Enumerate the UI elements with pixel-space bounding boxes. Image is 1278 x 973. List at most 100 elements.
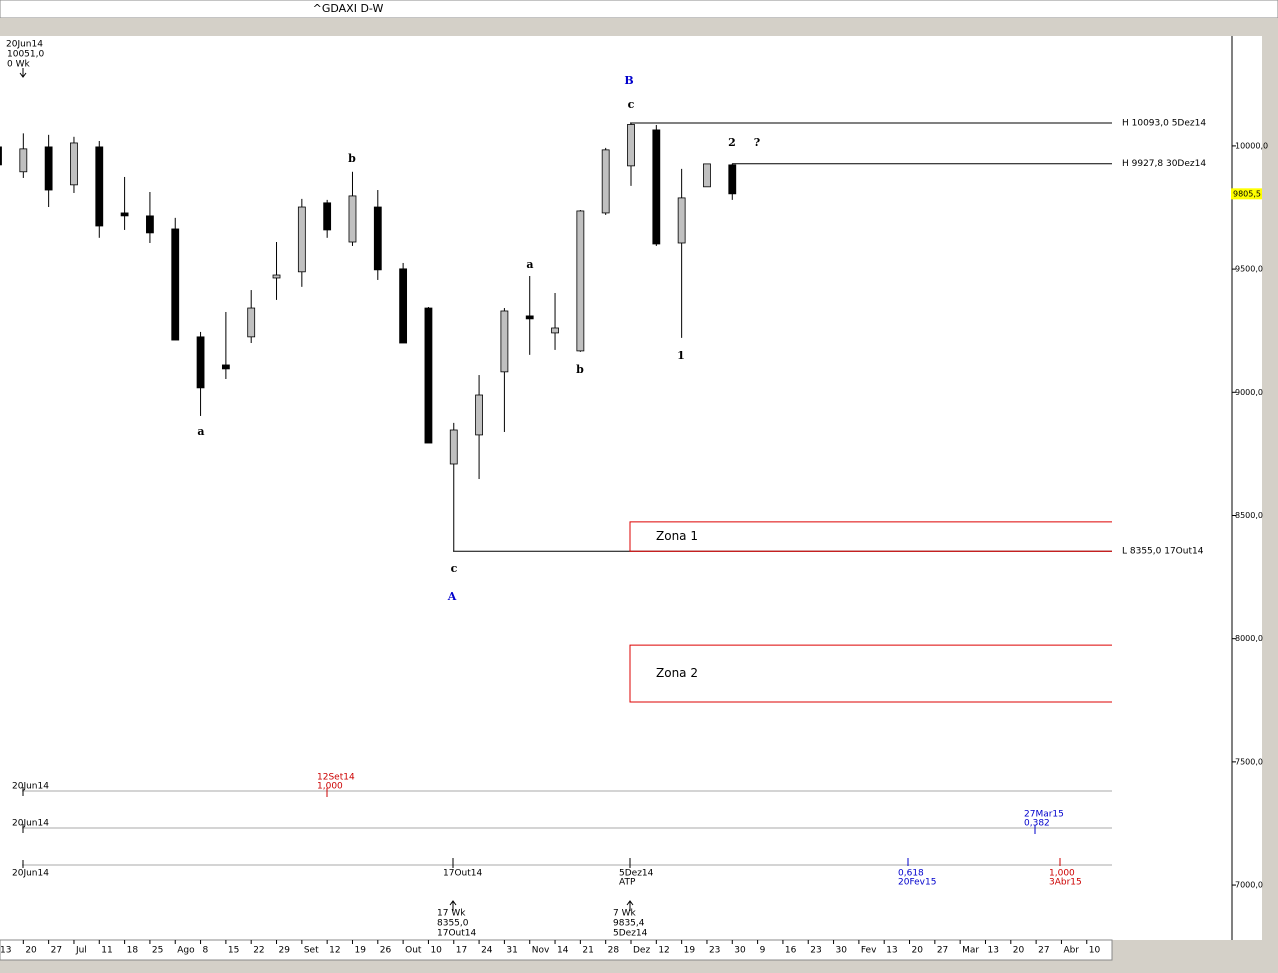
wave-label: A [447, 590, 457, 603]
x-tick-label: Set [304, 946, 319, 956]
annotation: ATP [619, 878, 636, 888]
level-label: L 8355,0 17Out14 [1122, 547, 1204, 557]
candle-body [424, 307, 433, 444]
x-tick-label: 13 [987, 946, 998, 956]
candle-body [0, 146, 2, 166]
candle-body [70, 142, 78, 186]
wave-label: B [624, 74, 633, 87]
candle-body [247, 307, 256, 338]
candle-body [475, 394, 483, 436]
zone-label: Zona 1 [656, 529, 698, 543]
x-tick-label: 13 [886, 946, 897, 956]
wave-label: c [451, 562, 458, 575]
x-tick-label: 19 [684, 946, 696, 956]
wave-label: ? [754, 136, 760, 149]
x-tick-label: 20 [912, 946, 924, 956]
y-tick-label: 10000,0 [1235, 141, 1268, 150]
toolbar [0, 18, 1278, 36]
x-tick-label: 17 [456, 946, 467, 956]
zone-label: Zona 2 [656, 666, 698, 680]
x-tick-label: 27 [937, 946, 948, 956]
annotation: 3Abr15 [1049, 878, 1082, 888]
annotation: 12Set14 [317, 773, 355, 783]
x-tick-label: 29 [279, 946, 291, 956]
x-tick-label: 16 [785, 946, 797, 956]
y-tick-label: 8000,0 [1235, 634, 1263, 643]
wave-label: c [628, 98, 635, 111]
candle-body [272, 274, 281, 279]
y-tick-label: 9000,0 [1235, 388, 1263, 397]
wave-label: a [197, 425, 204, 438]
x-tick-label: 13 [0, 946, 11, 956]
x-tick-label: 9 [760, 946, 766, 956]
y-tick-label: 7000,0 [1235, 881, 1263, 890]
annotation: 20Jun14 [6, 40, 43, 50]
x-tick-label: 25 [152, 946, 163, 956]
annotation: 0,618 [898, 869, 924, 879]
annotation: 9835,4 [613, 919, 645, 929]
candle-body [601, 149, 610, 214]
annotation: 1,000 [1049, 869, 1075, 879]
annotation: 1,000 [317, 782, 343, 792]
y-tick-label: 7500,0 [1235, 757, 1263, 766]
candle-body [399, 268, 408, 344]
y-tick-label: 8500,0 [1235, 511, 1263, 520]
candle-body [500, 310, 509, 373]
x-tick-label: Out [405, 946, 422, 956]
wave-label: b [576, 363, 584, 376]
plot-area [0, 36, 1262, 940]
annotation: 17Out14 [443, 869, 482, 879]
wave-label: a [526, 258, 533, 271]
arrow [19, 68, 27, 78]
candle-body [19, 148, 28, 173]
x-tick-label: 27 [1038, 946, 1049, 956]
x-tick-label: 8 [203, 946, 209, 956]
x-tick-label: 21 [582, 946, 593, 956]
candle-body [677, 197, 686, 244]
last-price-label: 9805,5 [1233, 189, 1261, 198]
x-tick-label: 10 [1089, 946, 1101, 956]
annotation: 5Dez14 [619, 869, 654, 879]
x-tick-label: 23 [709, 946, 720, 956]
x-tick-label: 12 [329, 946, 340, 956]
x-tick-label: 20 [25, 946, 37, 956]
x-tick-label: 20 [1013, 946, 1025, 956]
candle-body [627, 124, 635, 167]
candle-body [652, 129, 661, 245]
candle-body [120, 212, 129, 217]
x-tick-label: Mar [962, 946, 979, 956]
x-tick-label: 18 [127, 946, 139, 956]
candle-body [703, 163, 711, 188]
x-tick-label: 30 [734, 946, 746, 956]
annotation: 5Dez14 [613, 929, 648, 939]
annotation: 17 Wk [437, 909, 466, 919]
candle-body [348, 195, 357, 243]
annotation: 0,382 [1024, 819, 1050, 829]
candle-body [728, 164, 737, 195]
x-tick-label: 12 [658, 946, 669, 956]
x-tick-label: Jul [75, 946, 87, 956]
x-tick-label: 11 [101, 946, 112, 956]
x-tick-label: 14 [557, 946, 569, 956]
candle-body [576, 210, 585, 352]
level-label: H 10093,0 5Dez14 [1122, 119, 1206, 129]
wave-label: 2 [728, 136, 736, 149]
y-tick-label: 9500,0 [1235, 265, 1263, 274]
annotation: 20Jun14 [12, 819, 49, 829]
annotation: 20Jun14 [12, 869, 49, 879]
x-tick-label: 30 [836, 946, 848, 956]
x-tick-label: 22 [253, 946, 264, 956]
x-tick-label: Nov [532, 946, 550, 956]
chart-title: ^GDAXI D-W [313, 2, 384, 15]
cycle-tick [907, 825, 1036, 866]
x-tick-label: 24 [481, 946, 493, 956]
annotation: 10051,0 [7, 50, 44, 60]
x-tick-label: 10 [430, 946, 442, 956]
wave-label: b [348, 152, 356, 165]
cycle-tick [22, 787, 631, 868]
candle-body [525, 315, 534, 320]
candle-body [297, 206, 306, 273]
candle-body [323, 202, 332, 231]
x-tick-label: 19 [354, 946, 366, 956]
